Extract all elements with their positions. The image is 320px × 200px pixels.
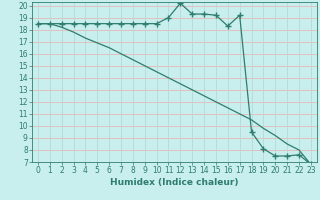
X-axis label: Humidex (Indice chaleur): Humidex (Indice chaleur) bbox=[110, 178, 239, 187]
